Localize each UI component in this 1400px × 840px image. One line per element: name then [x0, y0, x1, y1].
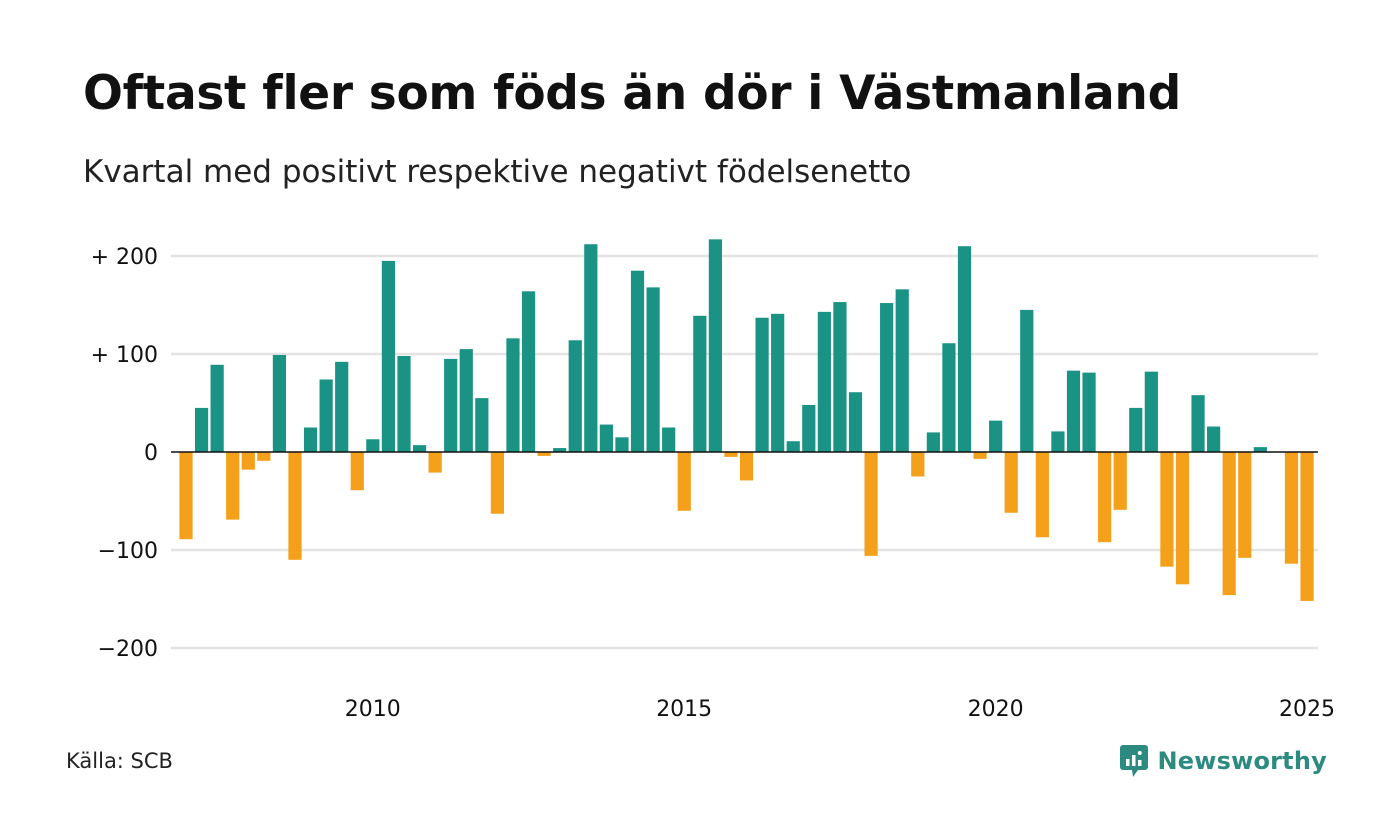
bar-2014-k3 — [646, 287, 660, 452]
bar-2008-k2 — [257, 452, 271, 461]
bar-2007-k1 — [179, 452, 193, 540]
bar-2018-k1 — [864, 452, 878, 556]
bar-2009-k4 — [350, 452, 364, 491]
bar-2010-k2 — [381, 260, 396, 452]
bar-2017-k3 — [833, 302, 847, 452]
y-tick-label: + 200 — [91, 245, 158, 270]
brand-logo: Newsworthy — [1119, 743, 1327, 779]
bar-2022-k2 — [1129, 407, 1143, 452]
bar-2013-k4 — [599, 424, 613, 452]
bar-2019-k1 — [926, 432, 940, 452]
bar-2022-k4 — [1160, 452, 1174, 567]
source-note: Källa: SCB — [66, 749, 173, 773]
bar-2022-k1 — [1113, 452, 1127, 510]
bar-2015-k3 — [708, 239, 722, 452]
bar-2024-k2 — [1253, 447, 1267, 452]
bar-2020-k4 — [1035, 452, 1049, 538]
bar-2018-k3 — [895, 289, 909, 452]
chart-title: Oftast fler som föds än dör i Västmanlan… — [83, 66, 1181, 121]
bar-2023-k4 — [1222, 452, 1236, 596]
bar-2022-k3 — [1144, 371, 1158, 452]
bar-2011-k4 — [475, 398, 489, 452]
bar-2024-k1 — [1238, 452, 1252, 558]
bar-2023-k3 — [1207, 426, 1221, 452]
chart-area: + 200 + 100 0 −100 −200 2010 2015 2020 2025 — [91, 239, 1335, 722]
bar-2016-k2 — [755, 317, 769, 452]
bar-2012-k1 — [490, 452, 504, 514]
y-tick-label: + 100 — [91, 343, 158, 368]
bar-2017-k4 — [848, 392, 863, 452]
y-tick-label: 0 — [144, 441, 158, 466]
bar-2010-k3 — [397, 355, 411, 452]
bar-2009-k3 — [335, 361, 349, 452]
bar-2014-k2 — [630, 270, 645, 452]
bar-2023-k2 — [1191, 395, 1205, 452]
bar-2018-k2 — [880, 303, 894, 452]
brand-name: Newsworthy — [1157, 747, 1327, 775]
y-axis-labels: + 200 + 100 0 −100 −200 — [91, 245, 158, 662]
bar-2011-k1 — [428, 452, 442, 473]
bar-2008-k4 — [288, 452, 302, 560]
bar-2011-k2 — [444, 358, 458, 452]
bar-2014-k1 — [615, 437, 629, 452]
newsworthy-logo-icon — [1120, 745, 1149, 777]
x-tick-label: 2010 — [345, 697, 401, 722]
y-tick-label: −100 — [98, 539, 158, 564]
gridlines — [171, 254, 1318, 650]
bar-2021-k1 — [1051, 431, 1065, 452]
bar-2019-k2 — [942, 343, 956, 452]
bar-2012-k2 — [506, 338, 520, 452]
bar-2012-k4 — [537, 452, 551, 456]
bar-2013-k3 — [584, 244, 598, 452]
x-tick-label: 2015 — [656, 697, 712, 722]
bar-2015-k1 — [677, 452, 691, 511]
bar-2010-k4 — [412, 445, 427, 452]
x-tick-label: 2020 — [968, 697, 1024, 722]
bar-2021-k2 — [1066, 370, 1081, 452]
bar-2016-k3 — [771, 313, 785, 452]
bar-2021-k3 — [1082, 372, 1096, 452]
bar-2013-k2 — [568, 340, 582, 452]
bar-2008-k1 — [241, 452, 255, 470]
bars — [179, 239, 1314, 601]
bar-2020-k2 — [1004, 452, 1018, 513]
bar-2020-k1 — [989, 420, 1003, 452]
bar-2017-k2 — [817, 311, 831, 452]
x-tick-label: 2025 — [1279, 697, 1335, 722]
bar-2009-k2 — [319, 379, 333, 452]
chart-subtitle: Kvartal med positivt respektive negativt… — [83, 154, 912, 190]
bar-2009-k1 — [303, 427, 318, 452]
bar-2025-k1 — [1300, 452, 1314, 601]
bar-2007-k4 — [226, 452, 240, 520]
bar-2016-k4 — [786, 441, 800, 452]
bar-2019-k3 — [957, 246, 972, 452]
bar-2015-k2 — [693, 315, 707, 452]
bar-2007-k3 — [210, 364, 224, 452]
bar-2018-k4 — [911, 452, 925, 477]
bar-2008-k3 — [272, 354, 287, 452]
bar-2023-k1 — [1175, 452, 1190, 585]
x-axis-labels: 2010 2015 2020 2025 — [345, 697, 1335, 722]
bar-2011-k3 — [459, 349, 473, 452]
bar-2021-k4 — [1098, 452, 1112, 543]
bar-2024-k4 — [1284, 452, 1299, 564]
bar-2019-k4 — [973, 452, 987, 459]
bar-2012-k3 — [521, 291, 536, 452]
bar-2017-k1 — [802, 404, 816, 452]
bar-2015-k4 — [724, 452, 738, 457]
bar-2016-k1 — [739, 452, 754, 481]
bar-2020-k3 — [1020, 309, 1034, 452]
bar-2007-k2 — [194, 407, 209, 452]
y-tick-label: −200 — [98, 637, 158, 662]
bar-2010-k1 — [366, 439, 380, 452]
bar-2014-k4 — [662, 427, 676, 452]
bar-2013-k1 — [553, 448, 567, 452]
